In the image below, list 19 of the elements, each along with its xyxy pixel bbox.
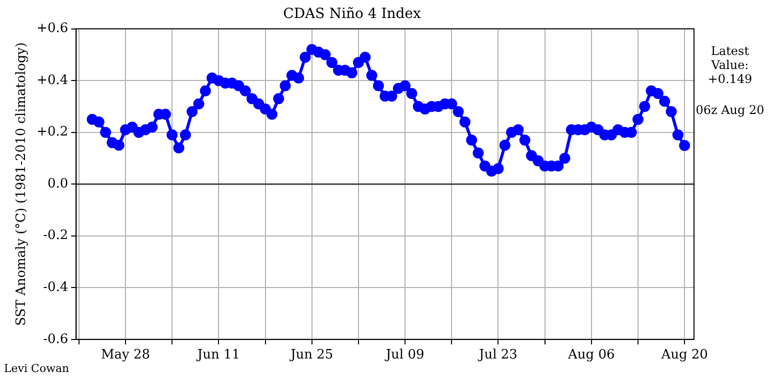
x-tick-label: May 28: [100, 348, 150, 363]
text: 06z Aug 20: [694, 103, 766, 117]
y-axis-title: SST Anomaly (°C) (1981-2010 climatology): [14, 42, 30, 326]
x-tick-label: Jul 09: [384, 348, 424, 363]
y-tick-label: 0.0: [47, 176, 68, 192]
text: Latest Value: +0.149: [706, 44, 754, 86]
x-tick-label: Jul 23: [477, 348, 518, 363]
x-tick-label: Jun 11: [195, 348, 240, 363]
x-tick-label: Aug 20: [660, 348, 708, 363]
y-tick-label: +0.6: [36, 21, 68, 36]
y-tick-label: +0.4: [36, 72, 68, 88]
text: Levi Cowan: [4, 362, 70, 375]
y-tick-label: -0.2: [43, 228, 68, 244]
y-tick-label: +0.2: [36, 124, 68, 140]
chart-title: CDAS Niño 4 Index: [283, 6, 421, 22]
x-tick-label: Aug 06: [567, 348, 615, 363]
y-tick-label: -0.4: [43, 280, 68, 296]
x-tick-label: Jun 25: [288, 348, 334, 363]
y-tick-label: -0.6: [43, 332, 68, 347]
